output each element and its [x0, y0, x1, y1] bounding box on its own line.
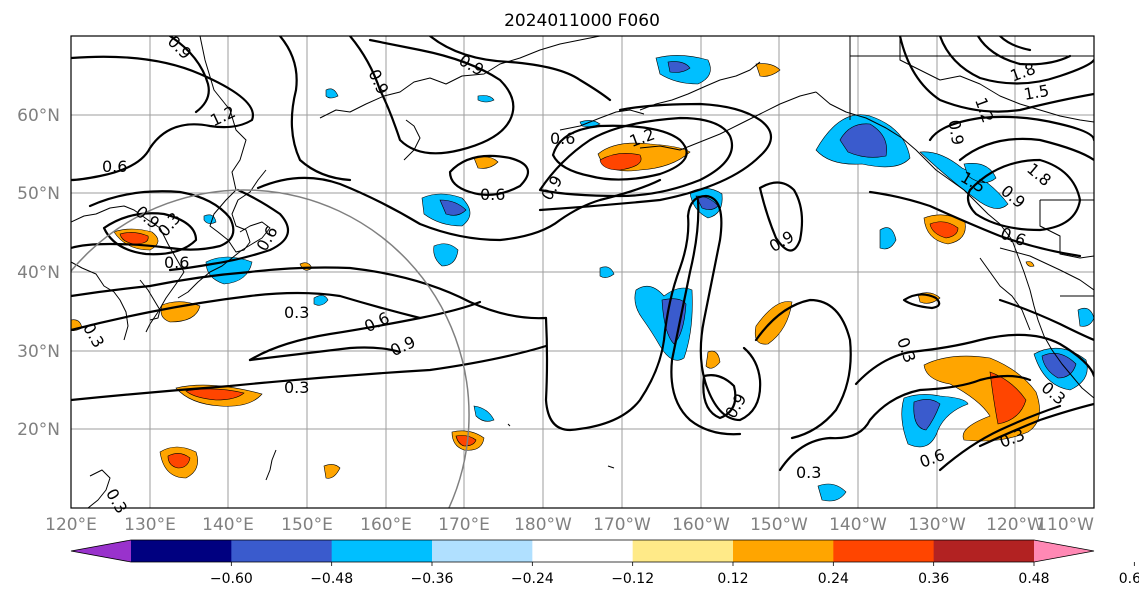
colorbar-segment	[532, 540, 634, 562]
colorbar-tick-label: −0.24	[511, 571, 554, 587]
contour-label: 0.3	[284, 303, 309, 322]
colorbar-segment	[231, 540, 333, 562]
lat-label: 30°N	[17, 342, 60, 362]
contour-label: 0.6	[480, 185, 505, 204]
colorbar-tick-label: −0.60	[210, 571, 253, 587]
colorbar: −0.60 −0.48 −0.36 −0.24 −0.12 0.12 0.24 0.36 0.4…	[70, 539, 1139, 587]
colorbar-tick-label: 0.36	[918, 571, 949, 587]
colorbar-extension-high	[1034, 540, 1094, 562]
contour-label: 1.5	[1022, 81, 1050, 104]
contour-label: 0.3	[796, 463, 821, 482]
lon-label: 140°E	[202, 515, 254, 535]
lon-label: 130°E	[124, 515, 176, 535]
colorbar-segment	[632, 540, 734, 562]
coastlines	[71, 36, 1094, 508]
lon-label: 120°W	[986, 515, 1044, 535]
colorbar-segment	[733, 540, 834, 562]
colorbar-tick-label: 0.60	[1119, 571, 1139, 587]
colorbar-tick-label: −0.12	[611, 571, 654, 587]
colorbar-extension-low	[71, 540, 131, 562]
lon-label: 110°W	[1036, 515, 1094, 535]
lon-label: 180°W	[514, 515, 572, 535]
lat-label: 40°N	[17, 263, 60, 283]
colorbar-segment	[432, 540, 533, 562]
colorbar-tick-label: 0.48	[1018, 571, 1049, 587]
colorbar-segment	[331, 540, 433, 562]
lat-label: 50°N	[17, 184, 60, 204]
lat-label: 20°N	[17, 420, 60, 440]
contour-label: 0.6	[102, 157, 127, 176]
contour-label: 0.3	[284, 378, 309, 397]
lon-label: 160°E	[360, 515, 412, 535]
colorbar-tick-label: 0.24	[818, 571, 849, 587]
longitude-labels: 120°E 130°E 140°E 150°E 160°E 170°E 180°…	[45, 515, 1094, 535]
lon-label: 150°E	[281, 515, 333, 535]
latitude-labels: 60°N 50°N 40°N 30°N 20°N	[17, 106, 60, 440]
lon-label: 140°W	[829, 515, 887, 535]
lon-label: 130°W	[908, 515, 966, 535]
lon-label: 150°W	[750, 515, 808, 535]
lon-label: 120°E	[45, 515, 97, 535]
map-title: 2024011000 F060	[504, 11, 660, 31]
contour-label: 0.6	[550, 129, 575, 148]
colorbar-tick-label: 0.12	[717, 571, 748, 587]
lat-label: 60°N	[17, 106, 60, 126]
lon-label: 170°W	[593, 515, 651, 535]
colorbar-segment	[131, 540, 232, 562]
colorbar-tick-label: −0.36	[411, 571, 454, 587]
contour-lines	[71, 36, 1094, 508]
colorbar-tick-label: −0.48	[310, 571, 353, 587]
lon-label: 170°E	[438, 515, 490, 535]
colorbar-segment	[933, 540, 1035, 562]
shaded-anomaly-fields	[71, 55, 1094, 502]
contour-label: 0.6	[164, 253, 189, 272]
lon-label: 160°W	[672, 515, 730, 535]
contour-label: 0.9	[944, 118, 967, 146]
colorbar-segment	[833, 540, 935, 562]
map-panel	[70, 35, 1095, 509]
